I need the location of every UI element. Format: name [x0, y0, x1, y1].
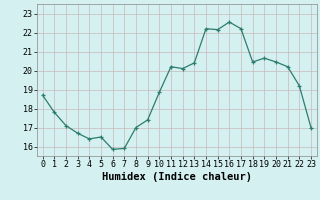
X-axis label: Humidex (Indice chaleur): Humidex (Indice chaleur)	[102, 172, 252, 182]
